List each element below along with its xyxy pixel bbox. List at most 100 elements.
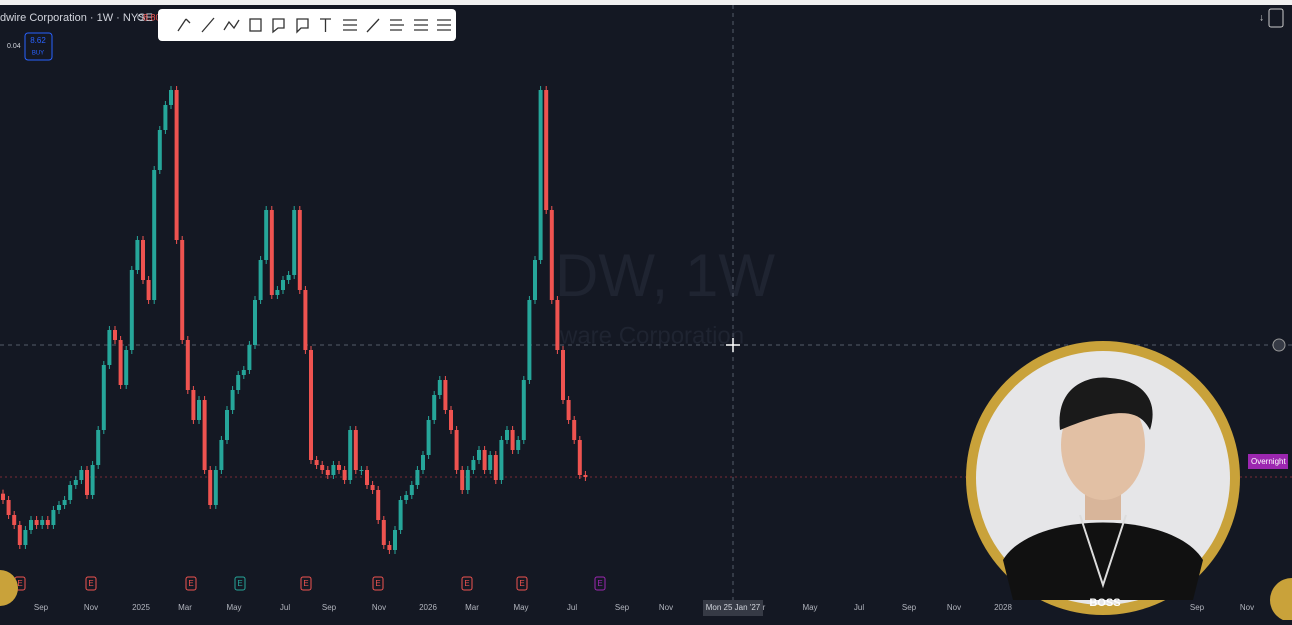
price-prefix: O (137, 12, 144, 22)
event-box (372, 576, 384, 591)
candle (365, 470, 369, 485)
candle (309, 350, 313, 460)
x-tick-label: Nov (659, 603, 673, 612)
candle (297, 210, 302, 290)
candle (135, 240, 140, 270)
buy-button[interactable] (24, 32, 53, 61)
x-tick-label: Sep (34, 603, 49, 612)
candles (1, 86, 588, 554)
x-tick-label: Mar (178, 603, 192, 612)
candle (230, 390, 235, 410)
candle (583, 475, 588, 477)
candle (124, 350, 129, 385)
x-tick-label: May (513, 603, 528, 612)
candle (471, 460, 476, 470)
candle (488, 455, 493, 470)
candle (113, 330, 117, 340)
candle (141, 240, 145, 280)
candle (73, 480, 78, 485)
candle (398, 500, 403, 530)
coin-right (1270, 578, 1292, 622)
x-tick-label: Jul (280, 603, 290, 612)
candle (68, 485, 73, 500)
candle (51, 510, 56, 525)
event-box (461, 576, 473, 591)
candle (337, 465, 341, 470)
candle (303, 290, 308, 350)
candle (482, 450, 487, 470)
candle (465, 470, 470, 490)
event-label: E (17, 579, 22, 588)
candle (253, 300, 257, 345)
candle (521, 380, 526, 440)
add-button[interactable] (1272, 338, 1286, 352)
candle (197, 400, 201, 420)
candle (404, 495, 409, 500)
candle (62, 500, 67, 505)
candle (561, 350, 565, 400)
candle (493, 455, 498, 480)
candle (577, 440, 582, 475)
candle (393, 530, 397, 550)
candle (421, 455, 425, 470)
candle (225, 410, 229, 440)
candle (275, 290, 280, 295)
candle (527, 300, 532, 380)
x-tick-label: Mar (465, 603, 479, 612)
candle (241, 370, 246, 375)
candle (45, 520, 50, 525)
candle (533, 260, 537, 300)
candle (40, 520, 45, 525)
candle (544, 90, 549, 210)
candle (443, 380, 448, 410)
x-tick-label: Sep (1190, 603, 1205, 612)
candle (454, 430, 459, 470)
candle (17, 525, 22, 545)
candle (107, 330, 112, 365)
candle (1, 493, 5, 500)
crosshair-label-bg (703, 600, 763, 616)
event-label: E (375, 579, 380, 588)
crosshair-cursor (726, 338, 740, 352)
x-tick-label: Jul (567, 603, 577, 612)
x-tick-label: Nov (84, 603, 98, 612)
candle (359, 470, 364, 471)
candle (219, 440, 224, 470)
person-chain (1079, 514, 1127, 589)
buy-label: BUY (32, 51, 44, 57)
candle (163, 105, 168, 130)
event-label: E (464, 579, 469, 588)
candle (191, 390, 196, 420)
spread: 0.04 (7, 43, 21, 50)
candle (415, 470, 420, 485)
event-label: E (519, 579, 524, 588)
event-label: E (188, 579, 193, 588)
candle (79, 470, 84, 480)
candle (281, 280, 285, 290)
candle (348, 430, 353, 480)
event-box (85, 576, 97, 591)
toolbar-icons[interactable] (177, 17, 451, 34)
candle (555, 300, 560, 350)
event-label: E (597, 579, 602, 588)
candle (477, 450, 481, 460)
top-right-button[interactable] (1268, 8, 1284, 28)
candle (247, 345, 252, 370)
x-tick-label: Sep (902, 603, 917, 612)
buy-price: 8.62 (30, 36, 46, 45)
x-tick-label: Nov (1240, 603, 1254, 612)
x-tick-label: Jul (854, 603, 864, 612)
candle (381, 520, 386, 545)
candle (572, 420, 577, 440)
candle (376, 490, 381, 520)
arrow-icon: ↓ (1259, 13, 1264, 24)
coin-left (0, 570, 18, 606)
candle (152, 170, 157, 300)
x-tick-label: 2025 (132, 603, 150, 612)
drawing-toolbar (158, 9, 456, 41)
watermark-symbol: DW, 1W (555, 242, 775, 309)
candle (12, 515, 17, 525)
candle (213, 470, 218, 505)
candle (325, 470, 330, 475)
